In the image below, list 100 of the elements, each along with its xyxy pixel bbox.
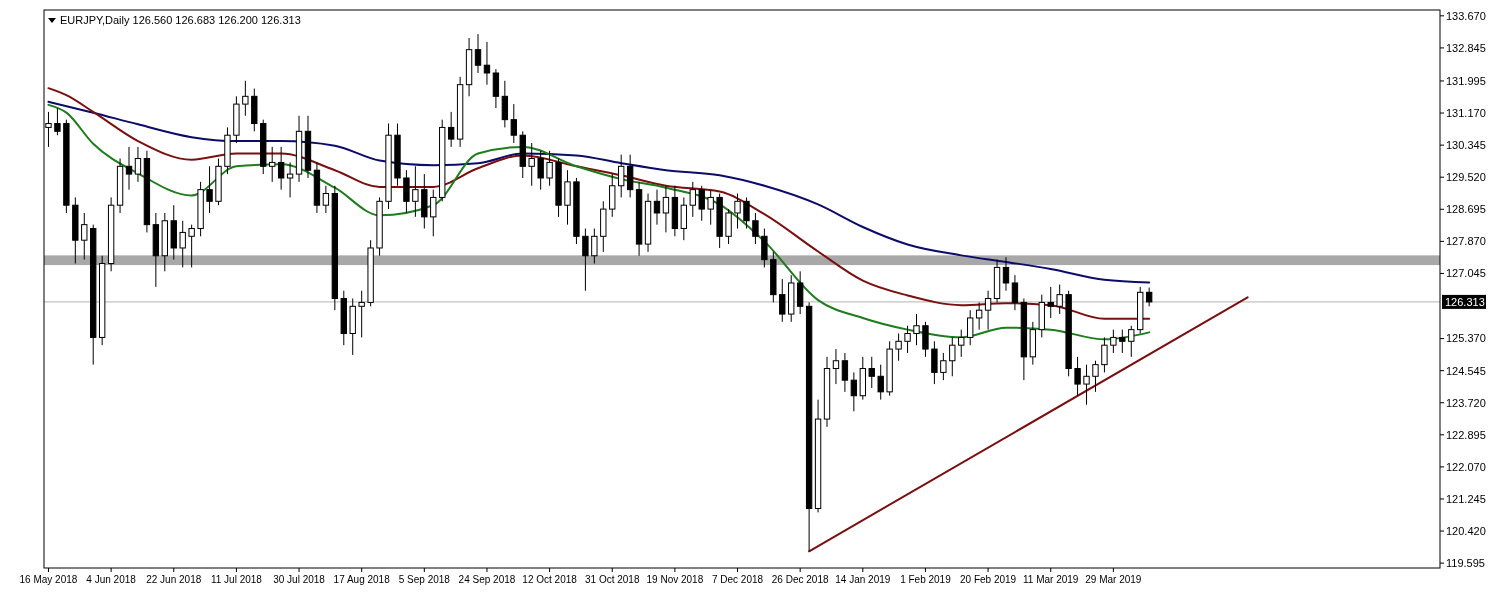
candlestick (609, 173, 616, 218)
candlestick (850, 371, 858, 412)
y-tick-label: 127.045 (1446, 267, 1486, 280)
y-tick-label: 124.545 (1446, 364, 1486, 377)
candlestick (134, 146, 142, 183)
candlestick (1110, 329, 1117, 354)
candlestick (975, 301, 983, 331)
chart-title: EURJPY,Daily 126.560 126.683 126.200 126.313 (60, 14, 301, 26)
candlestick (447, 111, 455, 148)
candlestick (796, 270, 804, 315)
candlestick (1083, 364, 1090, 406)
candlestick (680, 196, 688, 241)
candlestick (904, 325, 911, 354)
candlestick (689, 181, 696, 218)
candlestick (949, 336, 956, 377)
candlestick (286, 161, 294, 198)
candlestick (125, 146, 133, 191)
candlestick (474, 33, 482, 74)
candlestick (626, 154, 634, 198)
candlestick (1145, 287, 1153, 307)
x-tick-label: 11 Jul 2018 (210, 574, 263, 585)
candlestick (591, 228, 598, 265)
candlestick (1074, 356, 1081, 397)
candlestick (1101, 336, 1108, 373)
x-tick-label: 17 Aug 2018 (333, 574, 391, 585)
y-tick-label: 129.520 (1446, 171, 1486, 184)
candlestick (895, 333, 902, 362)
candlestick (269, 146, 276, 183)
candlestick (483, 41, 491, 86)
x-tick-label: 31 Oct 2018 (585, 574, 640, 585)
candlestick (358, 290, 365, 338)
candlestick (940, 352, 947, 381)
y-tick-label: 120.420 (1446, 524, 1486, 537)
candlestick (958, 329, 965, 358)
candlestick (734, 193, 741, 230)
y-tick-label: 119.595 (1446, 556, 1485, 569)
candlestick (662, 185, 670, 233)
candlestick (752, 212, 759, 245)
candlestick (922, 321, 929, 358)
candlestick (653, 189, 661, 226)
x-tick-label: 4 Jun 2018 (86, 574, 137, 585)
y-tick-label: 127.870 (1446, 235, 1486, 248)
candlestick (206, 165, 213, 214)
line-series (47, 100, 1151, 284)
candlestick (179, 220, 186, 268)
candlestick (841, 352, 849, 393)
y-tick-label: 133.670 (1446, 9, 1486, 22)
candlestick (618, 154, 625, 198)
candlestick (1002, 256, 1010, 292)
y-tick-label: 131.995 (1446, 74, 1486, 87)
candlestick (430, 189, 437, 237)
x-tick-label: 12 Oct 2018 (522, 574, 578, 585)
x-tick-label: 5 Sep 2018 (398, 574, 451, 585)
candlestick (1119, 329, 1126, 354)
candlestick (1092, 360, 1099, 393)
candlestick (1047, 286, 1054, 319)
candlestick (188, 224, 195, 268)
candlestick (832, 348, 840, 385)
x-tick-label: 16 May 2018 (19, 574, 78, 585)
y-tick-label: 121.245 (1446, 492, 1486, 505)
candlestick (913, 313, 920, 346)
x-tick-label: 7 Dec 2018 (711, 574, 764, 585)
x-tick-label: 22 Jun 2018 (146, 574, 202, 585)
y-tick-label: 122.070 (1446, 460, 1486, 473)
y-tick-label: 123.720 (1446, 396, 1486, 409)
x-tick-label: 24 Sep 2018 (458, 574, 516, 585)
candlestick (510, 103, 517, 144)
candlestick (537, 150, 544, 191)
candlestick (277, 146, 285, 191)
candlestick (698, 185, 705, 222)
candlestick (582, 228, 589, 292)
candlestick (501, 80, 509, 128)
candlestick (1011, 274, 1019, 311)
candlestick (877, 364, 884, 401)
candlestick (1056, 284, 1063, 315)
candlestick (403, 169, 410, 214)
candlestick (707, 189, 714, 226)
y-tick-label: 128.695 (1446, 203, 1486, 216)
candlestick (868, 356, 875, 389)
candlestick (725, 208, 732, 245)
x-tick-label: 26 Dec 2018 (771, 574, 829, 585)
candlestick (546, 150, 553, 187)
candlestick (412, 165, 419, 218)
candlestick (54, 107, 61, 136)
candlestick (81, 212, 88, 261)
y-tick-label: 132.845 (1446, 41, 1486, 54)
y-tick-label: 125.370 (1446, 332, 1486, 345)
candlestick (242, 80, 249, 117)
candlestick (492, 68, 500, 109)
candlestick (984, 290, 992, 331)
x-tick-label: 19 Nov 2018 (646, 574, 704, 585)
y-tick-label: 131.170 (1446, 106, 1486, 119)
ref-line-label: 126.313 (1445, 295, 1485, 308)
candlestick (743, 196, 750, 230)
candlestick (528, 142, 535, 187)
x-tick-label: 1 Feb 2019 (900, 574, 952, 585)
candlestick (761, 228, 768, 268)
y-tick-label: 122.895 (1446, 428, 1486, 441)
candlestick (322, 185, 330, 214)
candlestick (1128, 325, 1135, 358)
